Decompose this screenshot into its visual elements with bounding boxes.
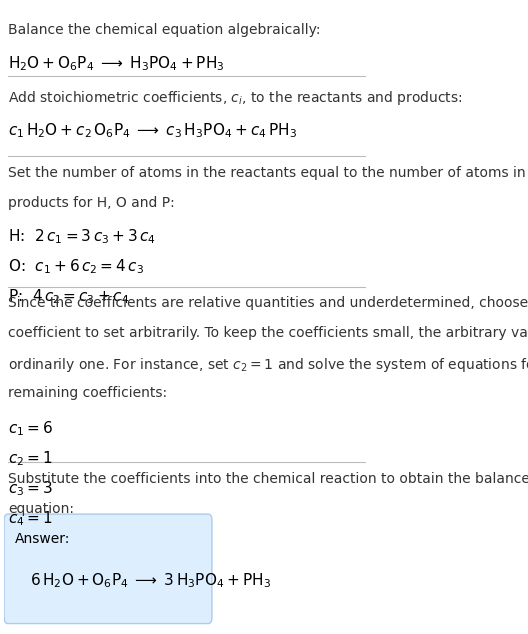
Text: P:  $4\,c_2 = c_3 + c_4$: P: $4\,c_2 = c_3 + c_4$ [8, 287, 129, 306]
Text: Add stoichiometric coefficients, $c_i$, to the reactants and products:: Add stoichiometric coefficients, $c_i$, … [8, 89, 463, 107]
Text: $c_1\,\mathrm{H_2O} + c_2\,\mathrm{O_6P_4} \;\longrightarrow\; c_3\,\mathrm{H_3P: $c_1\,\mathrm{H_2O} + c_2\,\mathrm{O_6P_… [8, 121, 297, 140]
Text: $6\,\mathrm{H_2O} + \mathrm{O_6P_4} \;\longrightarrow\; 3\,\mathrm{H_3PO_4} + \m: $6\,\mathrm{H_2O} + \mathrm{O_6P_4} \;\l… [30, 571, 270, 590]
Text: Answer:: Answer: [15, 531, 70, 546]
Text: Substitute the coefficients into the chemical reaction to obtain the balanced: Substitute the coefficients into the che… [8, 472, 528, 486]
Text: $c_4 = 1$: $c_4 = 1$ [8, 509, 52, 527]
Text: $c_3 = 3$: $c_3 = 3$ [8, 479, 53, 498]
Text: $c_1 = 6$: $c_1 = 6$ [8, 419, 53, 437]
Text: O:  $c_1 + 6\,c_2 = 4\,c_3$: O: $c_1 + 6\,c_2 = 4\,c_3$ [8, 257, 144, 276]
Text: remaining coefficients:: remaining coefficients: [8, 387, 167, 401]
Text: ordinarily one. For instance, set $c_2 = 1$ and solve the system of equations fo: ordinarily one. For instance, set $c_2 =… [8, 356, 528, 375]
Text: Balance the chemical equation algebraically:: Balance the chemical equation algebraica… [8, 23, 320, 37]
Text: H:  $2\,c_1 = 3\,c_3 + 3\,c_4$: H: $2\,c_1 = 3\,c_3 + 3\,c_4$ [8, 227, 156, 245]
Text: products for H, O and P:: products for H, O and P: [8, 196, 175, 210]
Text: Set the number of atoms in the reactants equal to the number of atoms in the: Set the number of atoms in the reactants… [8, 165, 528, 179]
FancyBboxPatch shape [4, 514, 212, 624]
Text: coefficient to set arbitrarily. To keep the coefficients small, the arbitrary va: coefficient to set arbitrarily. To keep … [8, 327, 528, 340]
Text: $\mathrm{H_2O + O_6P_4 \;\longrightarrow\; H_3PO_4 + PH_3}$: $\mathrm{H_2O + O_6P_4 \;\longrightarrow… [8, 55, 224, 73]
Text: equation:: equation: [8, 502, 74, 516]
Text: Since the coefficients are relative quantities and underdetermined, choose a: Since the coefficients are relative quan… [8, 296, 528, 311]
Text: $c_2 = 1$: $c_2 = 1$ [8, 449, 52, 468]
